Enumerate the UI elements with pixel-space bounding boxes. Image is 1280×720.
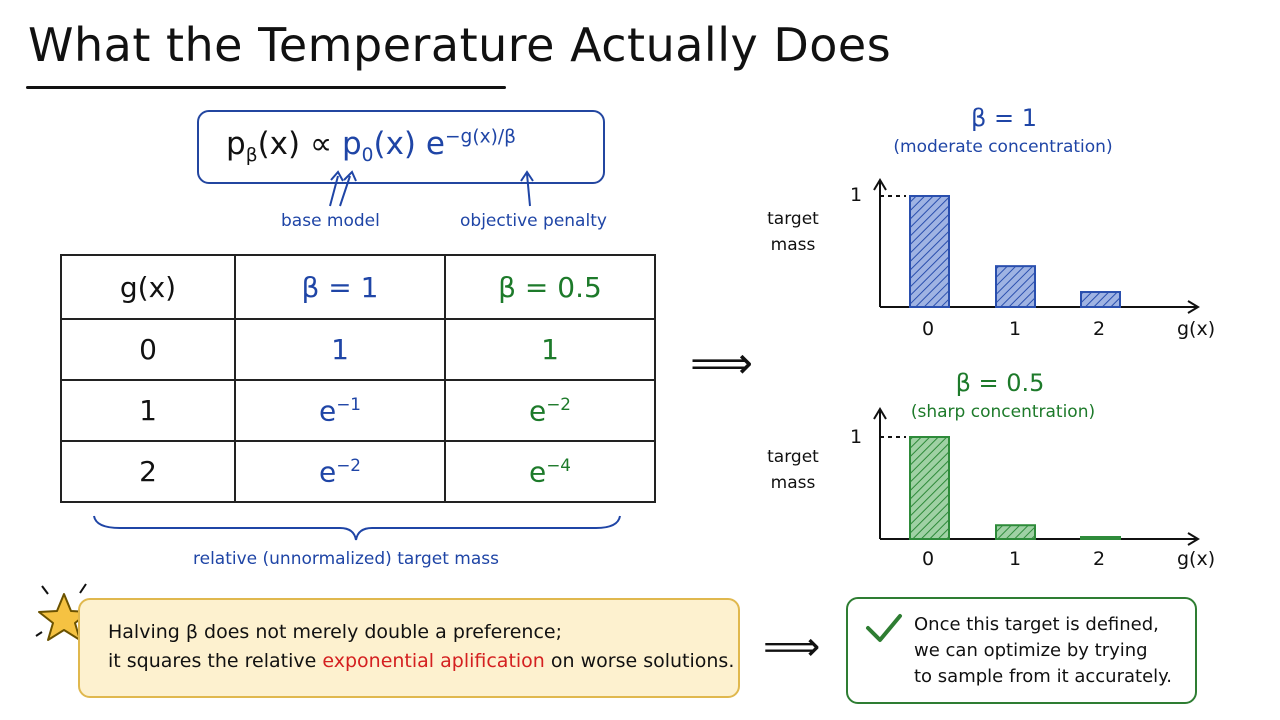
annotation-objective-penalty: objective penalty (460, 211, 607, 231)
cell-beta-1: e−2 (234, 440, 446, 503)
arrow-to-charts-icon: ⟹ (690, 338, 754, 389)
formula: pβ(x) ∝ p0(x) e−g(x)/β (226, 126, 516, 166)
chart2-xtick-2: 2 (1093, 548, 1106, 570)
header-beta-05: β = 0.5 (444, 254, 656, 320)
insight-box (78, 598, 740, 698)
chart1-ylabel: target mass (767, 209, 819, 255)
chart1-bar-1 (995, 265, 1036, 309)
chart1-subtitle: (moderate concentration) (893, 137, 1113, 157)
chart2-subtitle: (sharp concentration) (910, 402, 1096, 422)
chart2-bar-2 (1080, 536, 1121, 540)
conclusion-box (846, 597, 1197, 704)
cell-base: e (529, 455, 547, 489)
formula-beta-sub: β (245, 145, 258, 167)
annotation-arrow-penalty (520, 170, 534, 207)
chart2-bar-1 (995, 524, 1036, 540)
mass-table: g(x) β = 1 β = 0.5 0 1 1 1 e−1 e−2 2 e−2… (60, 254, 656, 503)
conclusion-line-1: Once this target is defined, (914, 614, 1159, 635)
cell-beta-1: e−1 (234, 379, 446, 442)
chart2-xtick-1: 1 (1009, 548, 1022, 570)
chart2-bars (909, 436, 1121, 540)
table-caption: relative (unnormalized) target mass (193, 549, 499, 569)
arrow-to-conclusion-icon: ⟹ (763, 624, 821, 670)
cell-g: 1 (60, 379, 236, 442)
insight-highlight: exponential aplification (322, 650, 545, 672)
insight-line-2: it squares the relative exponential apli… (108, 647, 734, 676)
cell-beta-1: 1 (234, 318, 446, 381)
cell-exp: −1 (336, 393, 361, 414)
cell-g: 2 (60, 440, 236, 503)
cell-beta-05: e−4 (444, 440, 656, 503)
formula-rhs-x: (x) e (373, 126, 445, 162)
title-underline (26, 86, 506, 89)
annotation-arrow-base (329, 170, 344, 207)
annotation-base-model: base model (281, 211, 380, 231)
formula-p0: p (341, 126, 362, 162)
check-icon (866, 614, 902, 642)
chart2-ylabel: target mass (767, 447, 819, 493)
conclusion-text: Once this target is defined, we can opti… (914, 612, 1172, 690)
header-beta-1: β = 1 (234, 254, 446, 320)
header-gx: g(x) (60, 254, 236, 320)
table-brace (93, 515, 621, 541)
cell-base: e (319, 455, 337, 489)
cell-exp: −4 (546, 454, 571, 475)
insight-line-2-suffix: on worse solutions. (544, 650, 735, 672)
chart2-title: β = 0.5 (955, 369, 1045, 397)
formula-base-term: p0(x) e−g(x)/β (341, 126, 516, 166)
conclusion-line-2: we can optimize by trying (914, 640, 1148, 661)
insight-line-1: Halving β does not merely double a prefe… (108, 621, 563, 643)
conclusion-line-3: to sample from it accurately. (914, 666, 1172, 687)
insight-text: Halving β does not merely double a prefe… (108, 618, 734, 676)
page-title: What the Temperature Actually Does (28, 18, 892, 72)
formula-p: p (226, 126, 246, 162)
formula-lhs-x: (x) ∝ (257, 126, 342, 162)
formula-box (197, 110, 605, 184)
formula-exponent: −g(x)/β (444, 126, 516, 148)
chart1-ytick: 1 (850, 184, 863, 206)
chart2-xlabel: g(x) (1177, 548, 1216, 570)
chart1-bars (909, 195, 1121, 309)
table-row: 2 e−2 e−4 (60, 440, 656, 503)
table-header-row: g(x) β = 1 β = 0.5 (60, 254, 656, 320)
chart1-xtick-2: 2 (1093, 318, 1106, 340)
chart1-bar-0 (909, 195, 950, 308)
annotation-arrow-base-2 (339, 170, 357, 207)
chart2-ytick: 1 (850, 426, 863, 448)
table-row: 1 e−1 e−2 (60, 379, 656, 442)
cell-g: 0 (60, 318, 236, 381)
cell-beta-05: 1 (444, 318, 656, 381)
table-row: 0 1 1 (60, 318, 656, 381)
cell-base: e (529, 394, 547, 428)
chart2-bar-0 (909, 436, 950, 540)
chart1-bar-2 (1080, 291, 1121, 309)
chart1-xtick-1: 1 (1009, 318, 1022, 340)
formula-zero-sub: 0 (361, 145, 374, 167)
chart2-xtick-0: 0 (922, 548, 935, 570)
chart1-xtick-0: 0 (922, 318, 935, 340)
insight-line-2-prefix: it squares the relative (108, 650, 323, 672)
chart1-xlabel: g(x) (1177, 318, 1216, 340)
cell-base: e (319, 394, 337, 428)
cell-exp: −2 (546, 393, 571, 414)
cell-beta-05: e−2 (444, 379, 656, 442)
chart1-title: β = 1 (971, 104, 1037, 132)
cell-exp: −2 (336, 454, 361, 475)
